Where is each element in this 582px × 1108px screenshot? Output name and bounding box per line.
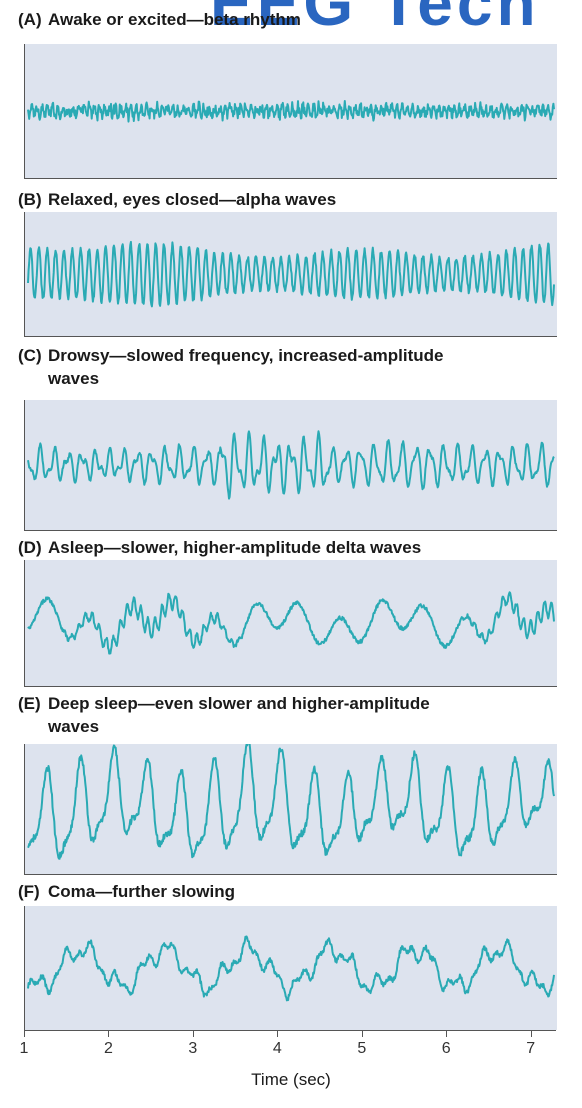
x-axis-line: [24, 1030, 556, 1031]
panel-c-label: (C): [18, 344, 48, 367]
panel-a-plot: [24, 44, 557, 179]
panel-e-plot: [24, 744, 557, 875]
panel-e-heading-cont: waves: [18, 715, 568, 738]
x-tick-3: [193, 1030, 194, 1037]
panel-f-plot: [24, 906, 557, 1030]
panel-f-title: (F) Coma—further slowing: [18, 880, 568, 903]
panel-e-label: (E): [18, 692, 48, 715]
panel-b-title: (B) Relaxed, eyes closed—alpha waves: [18, 188, 568, 211]
panel-f-trace: [25, 906, 557, 1030]
x-tick-label-5: 5: [347, 1040, 377, 1058]
panel-c-heading: Drowsy—slowed frequency, increased-ampli…: [48, 346, 444, 365]
panel-d-label: (D): [18, 536, 48, 559]
panel-a-label: (A): [18, 8, 48, 31]
panel-d-heading: Asleep—slower, higher-amplitude delta wa…: [48, 538, 421, 557]
x-tick-1: [24, 1030, 25, 1037]
panel-c-plot: [24, 400, 557, 531]
x-tick-label-3: 3: [178, 1040, 208, 1058]
panel-e-title: (E) Deep sleep—even slower and higher-amp…: [18, 692, 568, 738]
panel-b-plot: [24, 212, 557, 337]
panel-f-waveform: [28, 937, 554, 1001]
panel-a-waveform: [28, 101, 554, 122]
x-tick-label-1: 1: [9, 1040, 39, 1058]
panel-c-waveform: [28, 431, 554, 498]
panel-e-heading: Deep sleep—even slower and higher-amplit…: [48, 694, 430, 713]
panel-c-heading-cont: waves: [18, 367, 568, 390]
x-tick-label-7: 7: [516, 1040, 546, 1058]
panel-e-waveform: [28, 744, 554, 859]
panel-e-trace: [25, 744, 557, 874]
panel-b-heading: Relaxed, eyes closed—alpha waves: [48, 190, 336, 209]
panel-d-title: (D) Asleep—slower, higher-amplitude delta…: [18, 536, 568, 559]
panel-a-title: (A) Awake or excited—beta rhythm: [18, 8, 568, 31]
x-tick-5: [362, 1030, 363, 1037]
panel-b-waveform: [28, 242, 554, 307]
panel-c-trace: [25, 400, 557, 530]
panel-d-plot: [24, 560, 557, 687]
panel-f-heading: Coma—further slowing: [48, 882, 235, 901]
x-tick-label-6: 6: [431, 1040, 461, 1058]
x-axis-label: Time (sec): [0, 1070, 582, 1090]
x-tick-7: [531, 1030, 532, 1037]
panel-c-title: (C) Drowsy—slowed frequency, increased-am…: [18, 344, 568, 390]
panel-d-waveform: [28, 592, 554, 653]
x-tick-label-4: 4: [262, 1040, 292, 1058]
panel-a-trace: [25, 44, 557, 178]
x-tick-6: [446, 1030, 447, 1037]
panel-b-trace: [25, 212, 557, 336]
panel-f-label: (F): [18, 880, 48, 903]
x-tick-label-2: 2: [93, 1040, 123, 1058]
panel-d-trace: [25, 560, 557, 686]
panel-a-heading: Awake or excited—beta rhythm: [48, 10, 301, 29]
x-tick-4: [277, 1030, 278, 1037]
panel-b-label: (B): [18, 188, 48, 211]
x-tick-2: [108, 1030, 109, 1037]
